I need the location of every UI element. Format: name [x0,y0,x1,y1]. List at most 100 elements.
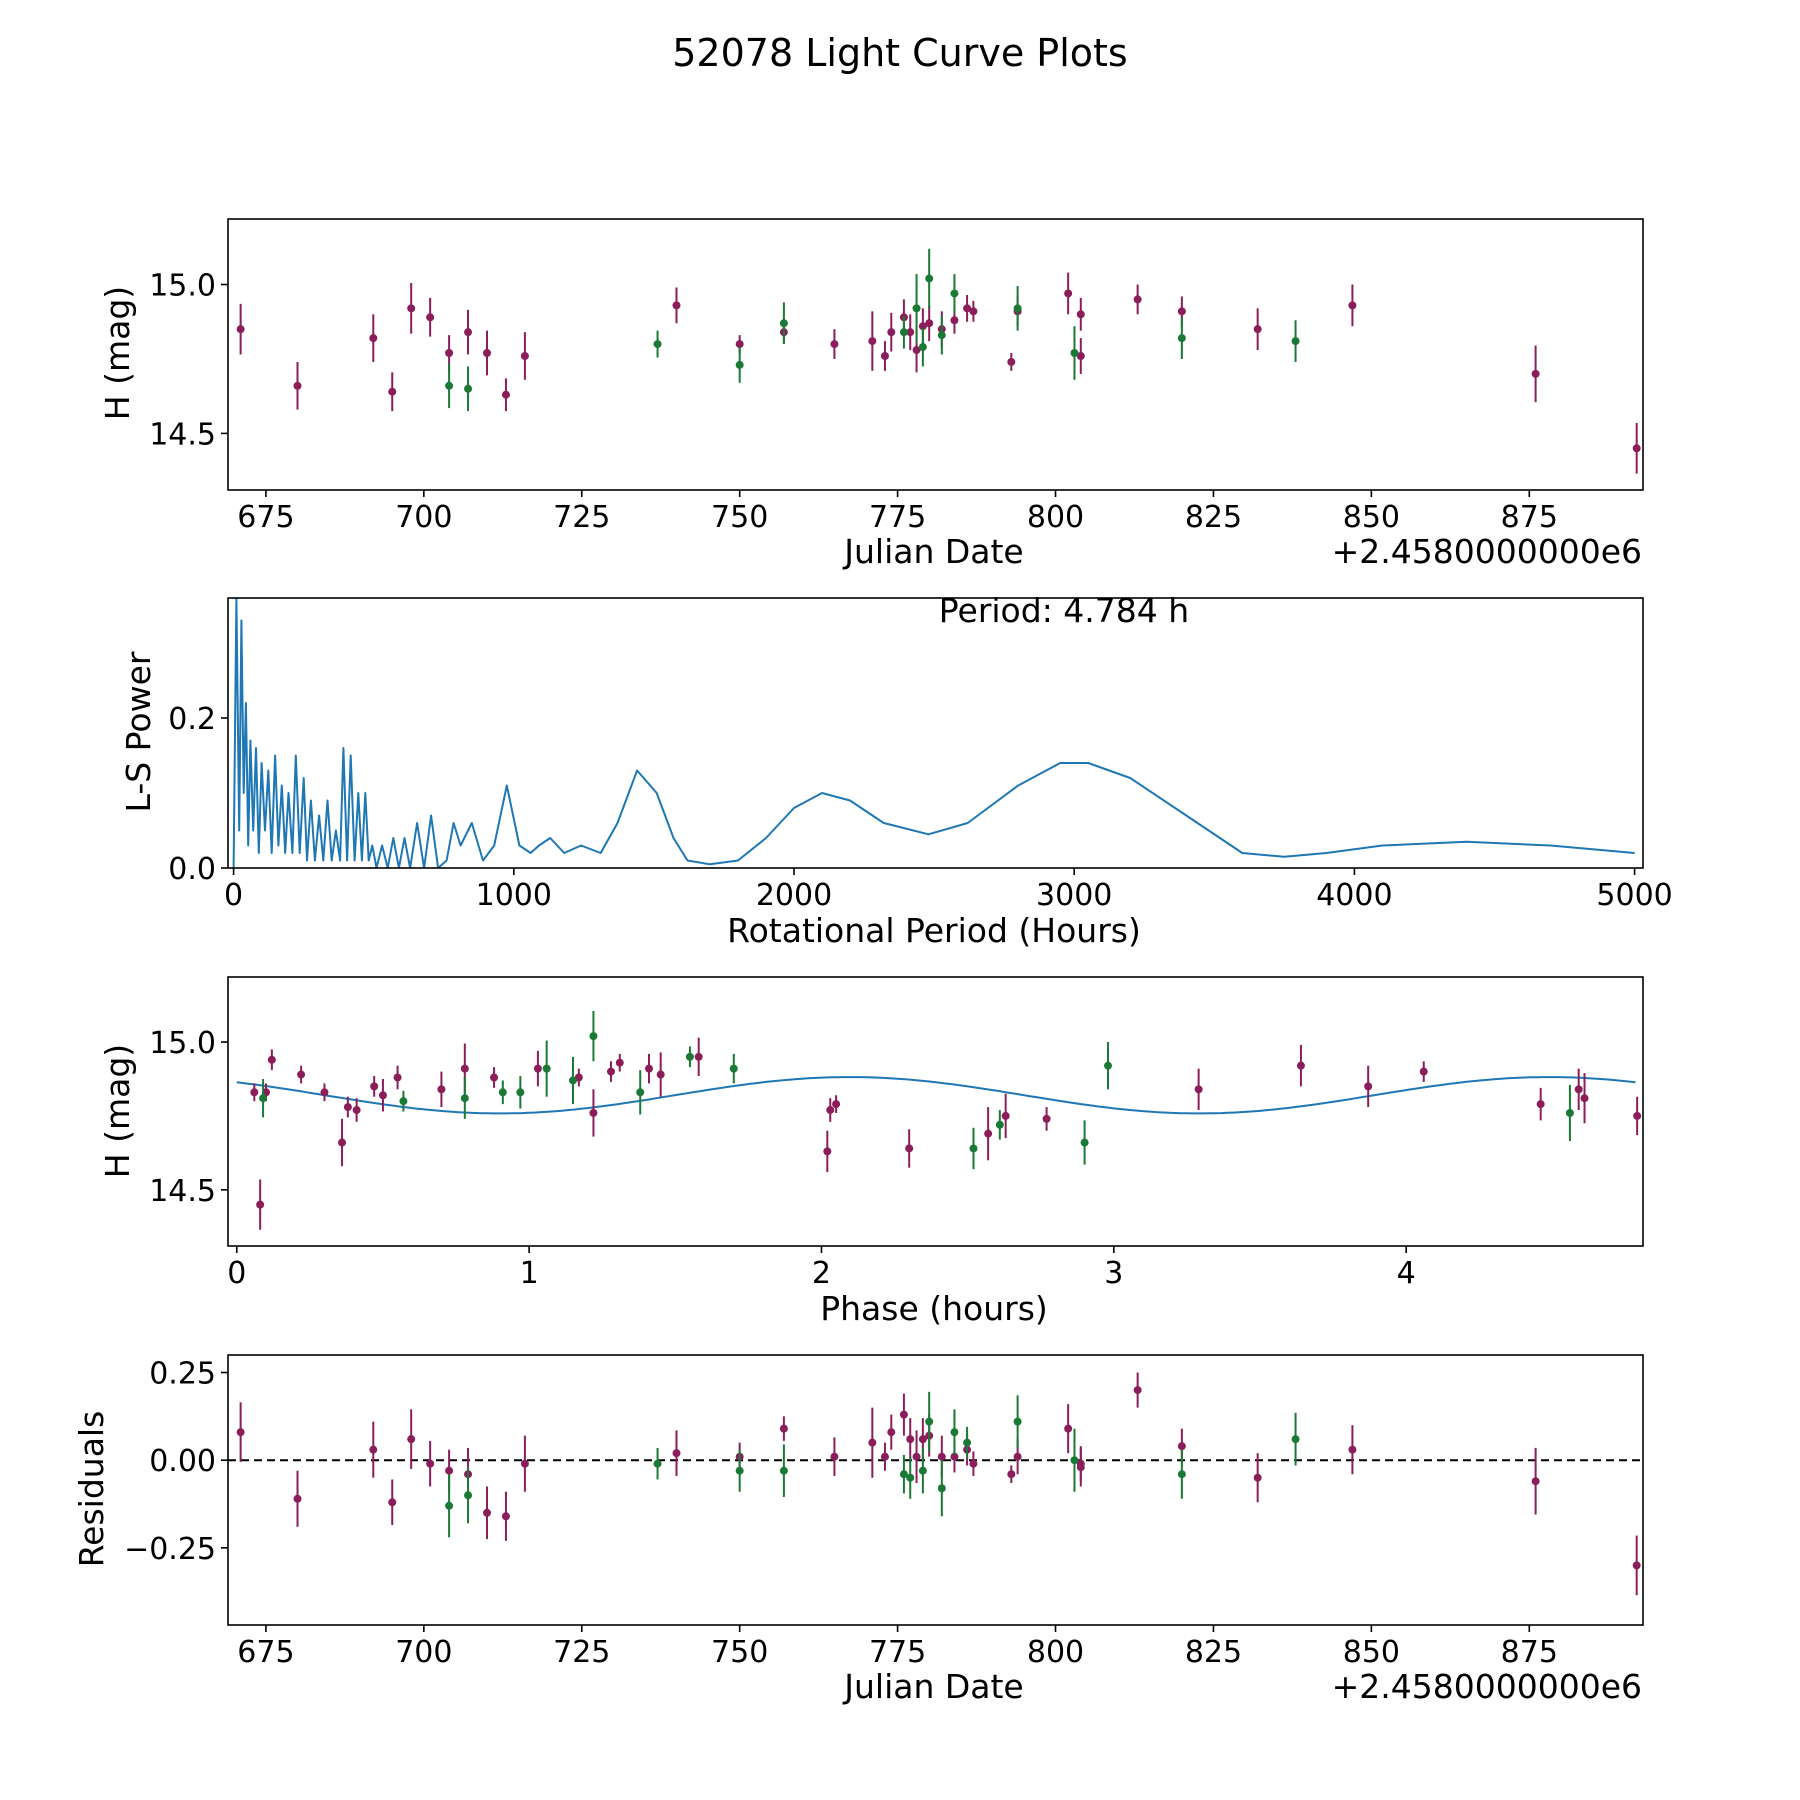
panel-lightcurve-point [1177,334,1186,343]
panel-residuals-point [906,1473,915,1482]
panel-lightcurve-xtick-label: 875 [1501,500,1558,535]
panel-phased-point [460,1094,469,1103]
panel-residuals-point [937,1484,946,1493]
panel-lightcurve-point [1007,357,1016,366]
panel-residuals-ytick-label: 0.25 [149,1357,216,1392]
panel-lightcurve-point [918,343,927,352]
panel-residuals-point [969,1459,978,1468]
panel-residuals-point [868,1438,877,1447]
panel-residuals-point [501,1512,510,1521]
panel-residuals-point [1253,1473,1262,1482]
panel-lightcurve-xtick-label: 850 [1343,500,1400,535]
panel-lightcurve-offset-text: +2.4580000000e6 [1332,532,1642,571]
panel-lightcurve-xtick-label: 800 [1027,500,1084,535]
panel-lightcurve-point [925,274,934,283]
panel-phased-point [984,1129,993,1138]
panel-lightcurve-point [912,304,921,313]
panel-phased-point [250,1088,259,1097]
panel-residuals-xtick-label: 800 [1027,1635,1084,1670]
panel-periodogram-ytick-label: 0.2 [168,702,216,737]
panel-residuals-point [445,1466,454,1475]
panel-lightcurve-plot: 675 700 725 750 775 800 825 850 875 15.0 14.5 [149,218,1644,535]
panel-residuals-point [880,1452,889,1461]
panel-phased-point [297,1070,306,1079]
panel-residuals-point [1531,1477,1540,1486]
panel-periodogram-xtick-label: 1000 [476,878,552,913]
panel-lightcurve-point [653,340,662,349]
panel-residuals-point [369,1445,378,1454]
panel-phased-point [343,1103,352,1112]
panel-phased-model-line [236,1076,1636,1115]
panel-lightcurve-xtick-label: 825 [1185,500,1242,535]
panel-lightcurve-xtick-label: 750 [711,500,768,535]
panel-phased-point [370,1082,379,1091]
panel-residuals-xtick-label: 725 [553,1635,610,1670]
panel-residuals-point [950,1428,959,1437]
panel-lightcurve-point [426,313,435,322]
panel-phased-point [1574,1085,1583,1094]
panel-residuals-point [1013,1417,1022,1426]
panel-lightcurve-xtick-label: 725 [553,500,610,535]
panel-phased-point [267,1055,276,1064]
panel-lightcurve-ytick-label: 15.0 [149,269,216,304]
panel-phased-point [1194,1085,1203,1094]
panel-residuals-xtick-label: 700 [395,1635,452,1670]
panel-lightcurve-xtick-label: 700 [395,500,452,535]
panel-periodogram-data [232,598,1635,868]
panel-lightcurve-point [899,328,908,337]
panel-residuals-point [887,1428,896,1437]
panel-lightcurve-ylabel: H (mag) [98,286,137,420]
panel-phased-point [832,1100,841,1109]
panel-residuals-point [1177,1442,1186,1451]
panel-residuals-point [906,1435,915,1444]
panel-lightcurve-point [369,334,378,343]
panel-lightcurve-point [950,316,959,325]
panel-phased-point [1580,1094,1589,1103]
panel-residuals-point [388,1498,397,1507]
panel-phased-point [1364,1082,1373,1091]
panel-phased-xtick-label: 4 [1397,1256,1416,1291]
panel-lightcurve-point [868,337,877,346]
panel-residuals-point [1348,1445,1357,1454]
panel-lightcurve-point [1348,301,1357,310]
panel-phased-frame [227,976,1644,1247]
panel-phased-point [516,1088,525,1097]
panel-residuals-point [830,1452,839,1461]
panel-lightcurve-point [464,384,473,393]
panel-lightcurve-point [925,319,934,328]
panel-residuals-point [445,1501,454,1510]
panel-phased-point [589,1032,598,1041]
panel-periodogram-xtick-label: 4000 [1316,878,1392,913]
panel-lightcurve-point [779,319,788,328]
panel-residuals-point [653,1459,662,1468]
panel-phased-point [490,1073,499,1082]
panel-periodogram-xtick-label: 2000 [756,878,832,913]
panel-phased-point [656,1070,665,1079]
panel-residuals-point [520,1459,529,1468]
panel-phased-point [826,1106,835,1115]
panel-residuals-point [1013,1452,1022,1461]
panel-phased-point [1419,1067,1428,1076]
panel-phased-data [236,1010,1642,1230]
panel-residuals-point [912,1452,921,1461]
panel-lightcurve-point [293,381,302,390]
panel-lightcurve-point [1253,325,1262,334]
panel-phased-xtick-label: 3 [1104,1256,1123,1291]
panel-lightcurve-point [407,304,416,313]
panel-lightcurve-point [1291,337,1300,346]
panel-phased-point [1103,1061,1112,1070]
panel-periodogram-xtick-label: 3000 [1036,878,1112,913]
panel-phased-point [320,1088,329,1097]
panel-phased-point [533,1064,542,1073]
panel-phased-point [1565,1108,1574,1117]
panel-lightcurve-point [963,304,972,313]
panel-lightcurve-xtick-label: 675 [237,500,294,535]
panel-phased-point [1633,1111,1642,1120]
panel-phased-plot: 0 1 2 3 4 15.0 14.5 [149,976,1644,1291]
panel-lightcurve-point [937,331,946,340]
panel-lightcurve-point [482,349,491,358]
panel-residuals-xtick-label: 750 [711,1635,768,1670]
panel-residuals-point [236,1428,245,1437]
panel-residuals-plot: 675 700 725 750 775 800 825 850 875 0.25 0.00 −0.25 [124,1354,1644,1670]
panel-residuals-point [1007,1470,1016,1479]
